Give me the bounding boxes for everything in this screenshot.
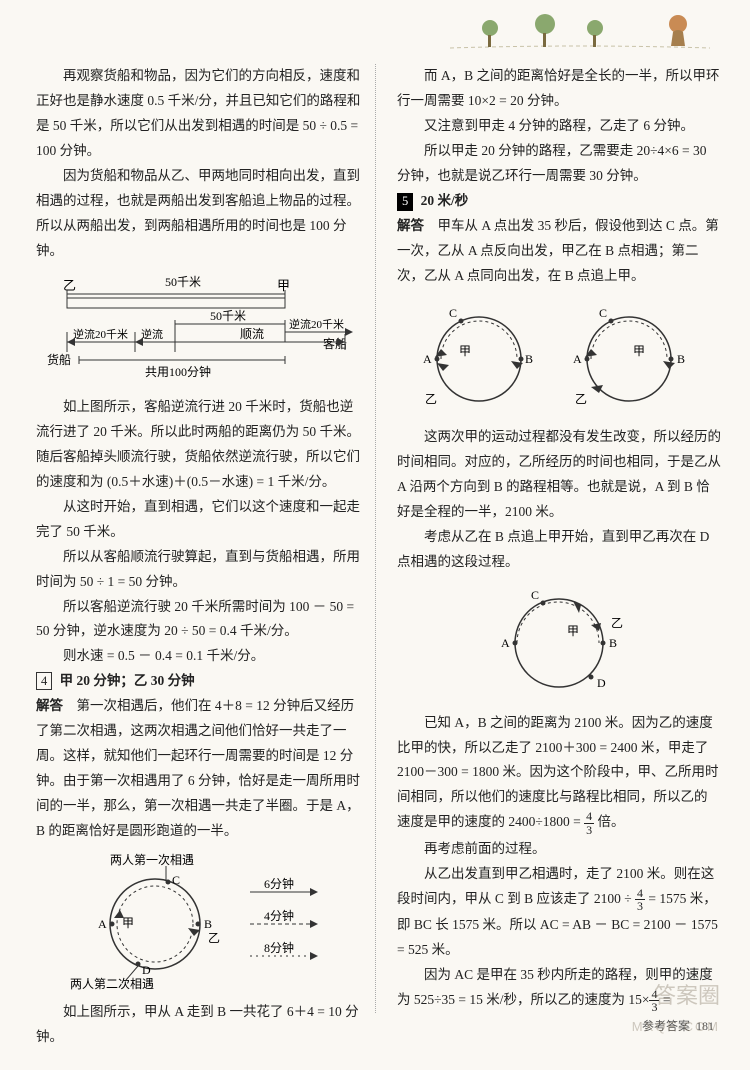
figure-boats: 乙 甲 50千米 50千米 逆流20千米 客船 [36,272,365,387]
answer-text: 甲 20 分钟；乙 30 分钟 [60,673,195,688]
label-huochuan: 货船 [47,352,71,367]
figure-two-circles: A B C 甲 乙 A B C 甲 乙 [397,297,722,417]
svg-text:B: B [677,352,685,366]
fraction-4-3: 43 [649,988,659,1014]
label-keboat: 客船 [323,336,347,351]
text: 速度是甲的速度的 2400÷1800 = [397,815,584,830]
svg-text:D: D [597,676,606,690]
para: 再观察货船和物品，因为它们的方向相反，速度和正好也是静水速度 0.5 千米/分，… [36,64,365,164]
svg-text:甲: 甲 [633,344,645,358]
svg-text:4分钟: 4分钟 [264,908,294,923]
svg-text:B: B [525,352,533,366]
para: 从这时开始，直到相遇，它们以这个速度和一起走完了 50 千米。 [36,495,365,545]
text: 倍。 [594,815,624,830]
para: 所以客船逆流行驶 20 千米所需时间为 100 － 50 = 50 分钟，逆水速… [36,595,365,645]
para: 因为 AC 是甲在 35 秒内所走的路程，则甲的速度为 525÷35 = 15 … [397,963,722,1014]
para-text: 第一次相遇后，他们在 4＋8 = 12 分钟后又经历了第二次相遇，这两次相遇之间… [36,698,360,838]
right-column: 而 A，B 之间的距离恰好是全长的一半，所以甲环行一周需要 10×2 = 20 … [385,64,722,1050]
label-50b: 50千米 [210,309,246,323]
svg-text:甲: 甲 [459,344,471,358]
svg-text:6分钟: 6分钟 [264,876,294,891]
para: 解答 甲车从 A 点出发 35 秒后，假设他到达 C 点。第一次，乙从 A 点反… [397,214,722,289]
svg-text:乙: 乙 [575,392,587,406]
para: 而 A，B 之间的距离恰好是全长的一半，所以甲环行一周需要 10×2 = 20 … [397,64,722,114]
svg-text:D: D [142,963,151,977]
svg-text:C: C [531,588,539,602]
svg-text:乙: 乙 [208,931,220,945]
label-solution: 解答 [397,218,424,233]
left-column: 再观察货船和物品，因为它们的方向相反，速度和正好也是静水速度 0.5 千米/分，… [36,64,373,1050]
label-down: 顺流 [240,327,264,341]
label-yi: 乙 [63,278,76,293]
label-meet2: 两人第二次相遇 [70,977,154,991]
para: 如上图所示，甲从 A 走到 B 一共花了 6＋4 = 10 分钟。 [36,1000,365,1050]
label-meet1: 两人第一次相遇 [110,853,194,867]
header-decoration [450,8,710,56]
para: 如上图所示，客船逆流行进 20 千米时，货船也逆流行进了 20 千米。所以此时两… [36,395,365,495]
footer-label: 参考答案 [642,1019,690,1033]
para: 则水速 = 0.5 － 0.4 = 0.1 千米/分。 [36,644,365,669]
label-solution: 解答 [36,698,63,713]
svg-text:A: A [501,636,510,650]
question-4: 4 甲 20 分钟；乙 30 分钟 [36,669,365,694]
para: 所以从客船顺流行驶算起，直到与货船相遇，所用时间为 50 ÷ 1 = 50 分钟… [36,545,365,595]
svg-text:8分钟: 8分钟 [264,940,294,955]
svg-text:C: C [449,306,457,320]
question-5: 5 20 米/秒 [397,189,722,214]
svg-text:C: C [599,306,607,320]
svg-text:B: B [609,636,617,650]
svg-text:A: A [98,917,107,931]
svg-text:C: C [172,873,180,887]
para: 解答 第一次相遇后，他们在 4＋8 = 12 分钟后又经历了第二次相遇，这两次相… [36,694,365,844]
question-number-box: 4 [36,672,52,690]
svg-text:甲: 甲 [567,624,579,638]
para-text: 甲车从 A 点出发 35 秒后，假设他到达 C 点。第一次，乙从 A 点反向出发… [397,218,719,283]
para: 所以甲走 20 分钟的路程，乙需要走 20÷4×6 = 30 分钟，也就是说乙环… [397,139,722,189]
fraction-4-3: 43 [635,887,645,913]
svg-text:乙: 乙 [611,616,623,630]
svg-text:乙: 乙 [425,392,437,406]
question-number-black: 5 [397,193,413,211]
figure-circle-track: 两人第一次相遇 A B C D 甲 乙 两人第二次相遇 6分钟 4分钟 [36,852,365,992]
para: 考虑从乙在 B 点追上甲开始，直到甲乙再次在 D 点相遇的这段过程。 [397,525,722,575]
svg-text:A: A [573,352,582,366]
label-up20a: 逆流20千米 [73,327,128,341]
label-up20b: 逆流 [141,327,163,341]
label-up20c: 逆流20千米 [289,317,344,331]
para: 速度是甲的速度的 2400÷1800 = 43 倍。 [397,810,722,836]
label-jia: 甲 [277,278,290,293]
text: = [659,992,670,1007]
label-total: 共用100分钟 [145,364,211,379]
para: 已知 A，B 之间的距离为 2100 米。因为乙的速度比甲的快，所以乙走了 21… [397,711,722,811]
answer-text: 20 米/秒 [421,193,469,208]
fraction-4-3: 43 [584,810,594,836]
svg-text:甲: 甲 [122,916,134,930]
para: 这两次甲的运动过程都没有发生改变，所以经历的时间相同。对应的，乙所经历的时间也相… [397,425,722,525]
label-50a: 50千米 [165,275,201,289]
page-footer: 参考答案 181 [642,1015,714,1037]
column-divider [375,64,376,1013]
para: 又注意到甲走 4 分钟的路程，乙走了 6 分钟。 [397,114,722,139]
para: 从乙出发直到甲乙相遇时，走了 2100 米。则在这段时间内，甲从 C 到 B 应… [397,862,722,963]
para: 再考虑前面的过程。 [397,837,722,862]
svg-text:B: B [204,917,212,931]
para: 因为货船和物品从乙、甲两地同时相向出发，直到相遇的过程，也就是两船出发到客船追上… [36,164,365,264]
figure-circle-d: A B C D 甲 乙 [397,583,722,703]
svg-text:A: A [423,352,432,366]
page-number: 181 [696,1019,714,1033]
